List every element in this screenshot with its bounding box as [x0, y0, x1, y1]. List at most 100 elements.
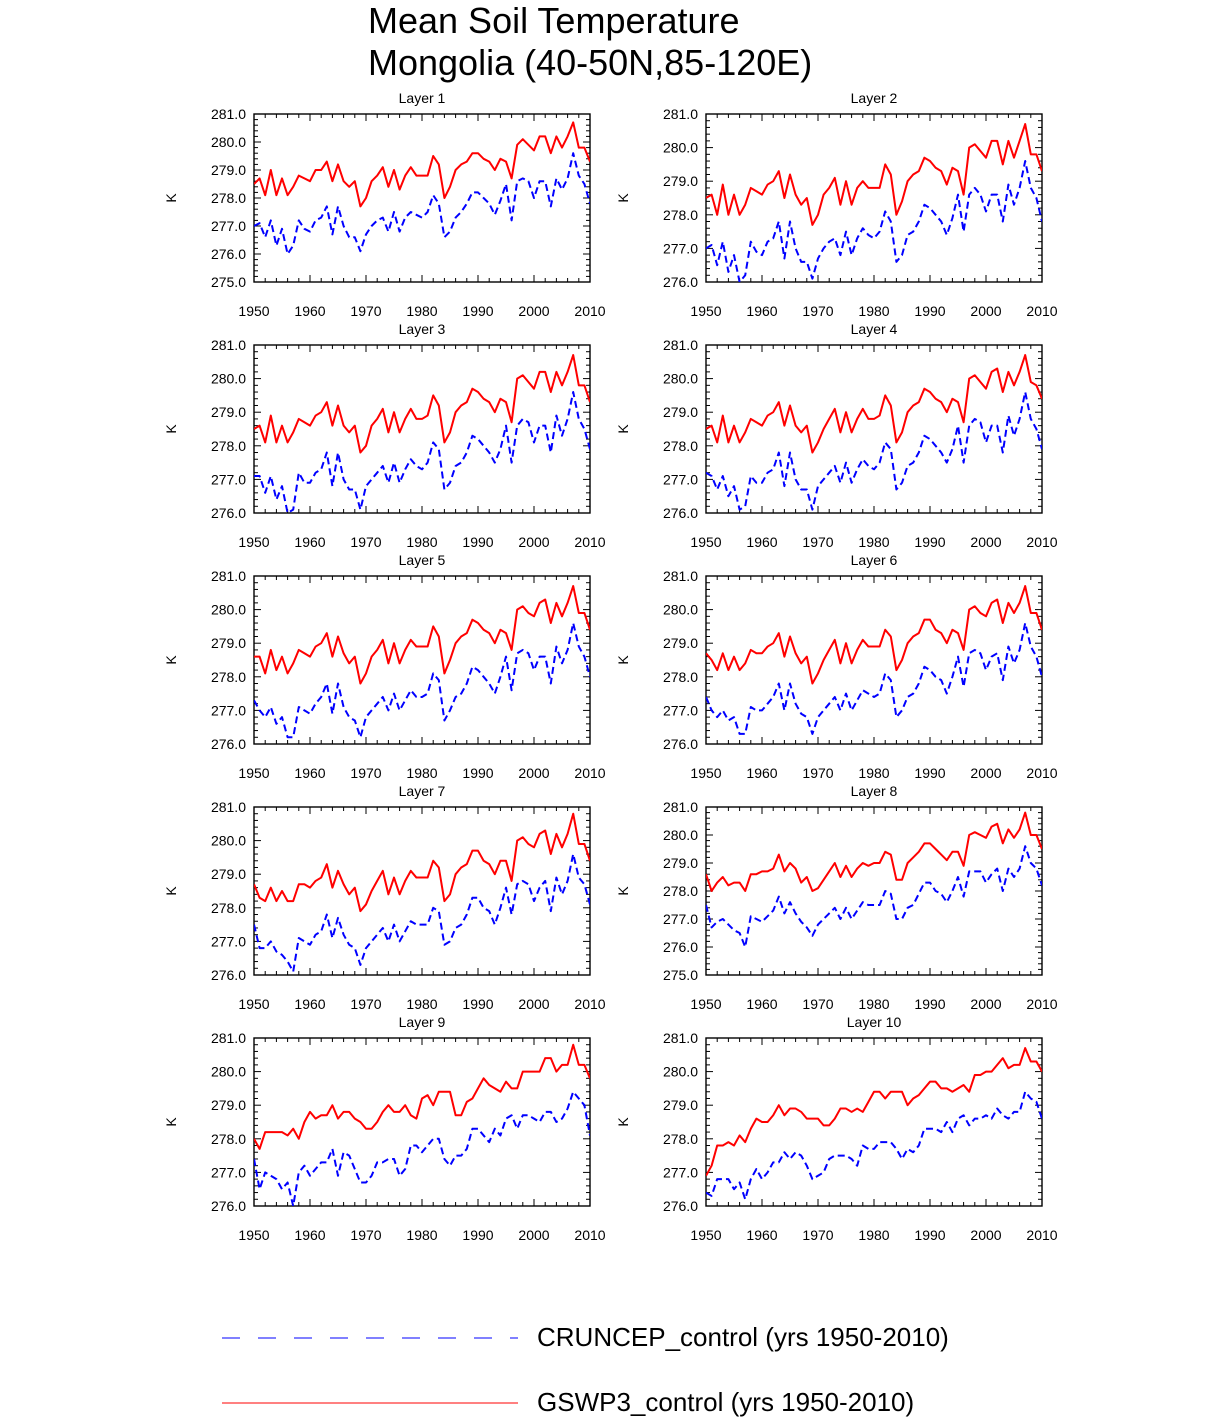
series-line-cruncep — [706, 1090, 1042, 1201]
x-tick-label: 1980 — [858, 303, 889, 319]
x-tick-label: 2010 — [1026, 1227, 1057, 1243]
x-tick-label: 2000 — [518, 534, 549, 550]
y-tick-label: 281.0 — [663, 799, 698, 815]
y-tick-label: 281.0 — [663, 106, 698, 122]
series-line-cruncep — [706, 160, 1042, 282]
x-tick-label: 1970 — [802, 303, 833, 319]
x-tick-label: 1950 — [238, 996, 269, 1012]
x-tick-label: 2010 — [574, 534, 605, 550]
x-tick-label: 2000 — [518, 1227, 549, 1243]
panel-title: Layer 6 — [851, 552, 898, 568]
chart-panel-8: Layer 8 K 275.0 276.0 277.0 278.0 279.0 280.0 28… — [615, 783, 1058, 1012]
y-tick-label: 276.0 — [663, 939, 698, 955]
y-tick-label: 280.0 — [211, 833, 246, 849]
y-tick-label: 280.0 — [663, 371, 698, 387]
x-tick-label: 2010 — [574, 303, 605, 319]
y-tick-label: 280.0 — [211, 134, 246, 150]
y-tick-label: 277.0 — [211, 218, 246, 234]
y-tick-label: 277.0 — [663, 911, 698, 927]
series-line-gswp3 — [706, 811, 1042, 892]
y-tick-label: 280.0 — [663, 827, 698, 843]
plot-frame — [705, 575, 1043, 745]
x-tick-label: 2010 — [1026, 303, 1057, 319]
panel-title: Layer 1 — [399, 90, 446, 106]
x-tick-label: 1990 — [914, 303, 945, 319]
y-tick-label: 280.0 — [211, 1064, 246, 1080]
y-tick-label: 279.0 — [663, 1097, 698, 1113]
chart-panel-6: Layer 6 K 276.0 277.0 278.0 279.0 280.0 281.0 19… — [615, 552, 1058, 781]
x-tick-label: 1990 — [462, 303, 493, 319]
x-tick-label: 2000 — [970, 996, 1001, 1012]
y-tick-label: 276.0 — [211, 967, 246, 983]
chart-panel-5: Layer 5 K 276.0 277.0 278.0 279.0 280.0 281.0 19… — [163, 552, 606, 781]
panel-title: Layer 7 — [399, 783, 446, 799]
x-tick-label: 1970 — [350, 996, 381, 1012]
y-tick-label: 276.0 — [211, 505, 246, 521]
x-tick-label: 1950 — [690, 534, 721, 550]
y-tick-label: 277.0 — [211, 702, 246, 718]
chart-panel-3: Layer 3 K 276.0 277.0 278.0 279.0 280.0 281.0 19… — [163, 321, 606, 550]
x-tick-label: 1950 — [690, 1227, 721, 1243]
y-tick-label: 279.0 — [211, 404, 246, 420]
x-tick-label: 1980 — [406, 765, 437, 781]
y-tick-label: 280.0 — [663, 1064, 698, 1080]
x-tick-label: 1950 — [238, 534, 269, 550]
y-axis-label: K — [615, 1117, 631, 1127]
x-tick-label: 2000 — [970, 534, 1001, 550]
y-tick-label: 276.0 — [663, 1198, 698, 1214]
x-tick-label: 1980 — [406, 996, 437, 1012]
y-tick-label: 280.0 — [663, 602, 698, 618]
x-tick-label: 1990 — [914, 1227, 945, 1243]
x-tick-label: 1970 — [350, 1227, 381, 1243]
y-tick-label: 278.0 — [211, 190, 246, 206]
x-tick-label: 1950 — [238, 1227, 269, 1243]
y-tick-label: 280.0 — [211, 602, 246, 618]
x-tick-label: 1950 — [690, 765, 721, 781]
series-line-gswp3 — [706, 585, 1042, 685]
x-tick-label: 1980 — [406, 1227, 437, 1243]
y-tick-label: 276.0 — [211, 736, 246, 752]
x-tick-label: 1960 — [746, 996, 777, 1012]
x-tick-label: 1970 — [802, 765, 833, 781]
series-line-cruncep — [706, 622, 1042, 735]
y-tick-label: 281.0 — [211, 799, 246, 815]
x-tick-label: 1960 — [294, 1227, 325, 1243]
y-axis-label: K — [163, 655, 179, 665]
series-line-gswp3 — [254, 812, 590, 913]
x-tick-label: 1960 — [746, 765, 777, 781]
x-tick-label: 1950 — [238, 303, 269, 319]
x-tick-label: 1970 — [350, 303, 381, 319]
panel-title: Layer 4 — [851, 321, 898, 337]
x-tick-label: 1980 — [858, 996, 889, 1012]
plot-frame — [705, 1037, 1043, 1207]
series-line-gswp3 — [706, 354, 1042, 454]
panel-title: Layer 2 — [851, 90, 898, 106]
chart-title: Mean Soil Temperature Mongolia (40-50N,8… — [368, 0, 812, 84]
series-line-gswp3 — [706, 123, 1042, 226]
y-tick-label: 278.0 — [211, 900, 246, 916]
x-tick-label: 1960 — [746, 303, 777, 319]
y-tick-label: 279.0 — [663, 173, 698, 189]
y-tick-label: 279.0 — [211, 635, 246, 651]
x-tick-label: 1980 — [858, 534, 889, 550]
y-tick-label: 280.0 — [211, 371, 246, 387]
panel-title: Layer 3 — [399, 321, 446, 337]
y-tick-label: 279.0 — [663, 635, 698, 651]
series-line-cruncep — [254, 1090, 590, 1206]
plot-frame — [253, 113, 591, 283]
panel-title: Layer 8 — [851, 783, 898, 799]
y-tick-label: 277.0 — [211, 471, 246, 487]
series-line-gswp3 — [254, 121, 590, 208]
y-tick-label: 281.0 — [211, 568, 246, 584]
x-tick-label: 2010 — [1026, 534, 1057, 550]
chart-panel-9: Layer 9 K 276.0 277.0 278.0 279.0 280.0 281.0 19… — [163, 1014, 606, 1243]
series-line-cruncep — [706, 391, 1042, 511]
x-tick-label: 1970 — [802, 534, 833, 550]
x-tick-label: 1950 — [690, 996, 721, 1012]
series-line-gswp3 — [254, 585, 590, 685]
x-tick-label: 2000 — [518, 303, 549, 319]
panel-title: Layer 9 — [399, 1014, 446, 1030]
series-line-cruncep — [254, 853, 590, 973]
y-tick-label: 276.0 — [663, 274, 698, 290]
x-tick-label: 1980 — [858, 765, 889, 781]
